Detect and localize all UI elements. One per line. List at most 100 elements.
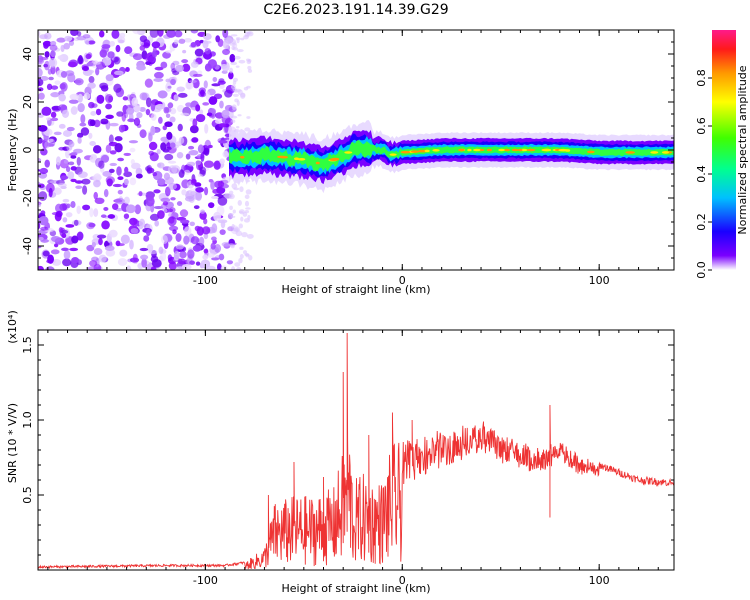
noise-blob	[212, 77, 218, 82]
noise-blob	[176, 151, 184, 159]
ridge-peak	[587, 150, 595, 154]
noise-blob	[154, 66, 164, 71]
noise-blob	[88, 40, 96, 45]
noise-blob	[89, 119, 96, 127]
noise-blob	[75, 180, 83, 184]
noise-blob	[123, 213, 130, 219]
noise-blob	[247, 65, 252, 70]
noise-blob	[38, 168, 41, 172]
noise-blob	[108, 229, 118, 238]
noise-blob	[241, 231, 248, 238]
noise-blob	[28, 119, 37, 126]
noise-blob	[169, 207, 176, 213]
noise-blob	[50, 235, 61, 243]
ridge-peak	[625, 151, 636, 154]
noise-blob	[181, 189, 187, 196]
spectrogram-y-label: Frequency (Hz)	[6, 109, 19, 192]
noise-blob	[167, 165, 178, 175]
noise-blob	[246, 233, 254, 239]
noise-blob	[91, 241, 96, 248]
noise-blob	[167, 102, 174, 109]
noise-blob	[61, 109, 70, 119]
spectrogram-noise	[26, 30, 254, 270]
snr-ticks: -100 0 100 0.5 1.0 1.5	[21, 330, 674, 587]
noise-blob	[167, 254, 173, 262]
noise-blob	[157, 210, 165, 220]
noise-blob	[221, 241, 231, 247]
noise-blob	[93, 179, 101, 188]
noise-blob	[61, 247, 69, 251]
noise-blob	[189, 125, 199, 134]
noise-blob	[87, 82, 96, 89]
noise-blob	[117, 258, 128, 266]
noise-blob	[61, 233, 67, 239]
noise-blob	[216, 205, 225, 216]
spectrogram-ridge	[229, 120, 674, 194]
ridge-layer	[229, 136, 674, 176]
noise-blob	[139, 106, 146, 112]
noise-blob	[117, 189, 123, 195]
noise-blob	[26, 112, 32, 117]
noise-blob	[233, 187, 240, 191]
noise-blob	[125, 265, 132, 270]
noise-blob	[157, 162, 165, 169]
noise-blob	[149, 213, 160, 221]
noise-blob	[126, 107, 135, 115]
noise-blob	[67, 61, 78, 68]
noise-blob	[244, 200, 250, 207]
noise-blob	[107, 214, 116, 219]
noise-blob	[185, 153, 191, 160]
noise-blob	[154, 128, 160, 133]
noise-blob	[83, 92, 91, 100]
noise-blob	[116, 166, 122, 176]
noise-blob	[29, 163, 35, 173]
noise-blob	[170, 197, 176, 201]
noise-blob	[60, 71, 68, 78]
noise-blob	[89, 260, 98, 267]
noise-blob	[100, 85, 109, 92]
noise-blob	[211, 83, 221, 87]
noise-blob	[109, 150, 117, 155]
noise-blob	[145, 196, 155, 207]
noise-blob	[183, 226, 192, 236]
noise-blob	[93, 119, 101, 128]
noise-blob	[85, 40, 90, 45]
noise-blob	[203, 80, 208, 89]
snr-series	[38, 332, 674, 570]
noise-blob	[105, 176, 115, 184]
noise-blob	[108, 168, 115, 173]
noise-blob	[238, 223, 243, 229]
noise-blob	[53, 131, 62, 136]
noise-blob	[202, 254, 209, 260]
noise-blob	[165, 113, 171, 119]
noise-blob	[245, 253, 250, 258]
colorbar-tick-label: 0.8	[695, 69, 708, 87]
noise-blob	[231, 45, 235, 51]
noise-blob	[99, 49, 107, 58]
noise-blob	[233, 227, 241, 232]
ridge-peak	[661, 151, 670, 154]
noise-blob	[104, 245, 115, 252]
noise-blob	[80, 114, 86, 124]
noise-blob	[146, 164, 153, 175]
noise-blob	[79, 122, 87, 127]
noise-blob	[62, 129, 73, 137]
noise-blob	[82, 204, 91, 211]
noise-blob	[164, 186, 171, 197]
noise-blob	[229, 53, 236, 63]
ridge-peak	[424, 149, 430, 153]
noise-blob	[222, 30, 229, 39]
noise-blob	[38, 56, 45, 65]
noise-blob	[154, 220, 160, 227]
ridge-peak	[432, 149, 440, 152]
noise-blob	[65, 149, 70, 159]
colorbar-tick-label: 0.6	[695, 117, 708, 135]
noise-blob	[228, 193, 235, 200]
noise-blob	[75, 185, 83, 189]
noise-blob	[195, 113, 206, 123]
noise-blob	[197, 173, 203, 178]
noise-blob	[38, 183, 45, 189]
noise-blob	[105, 93, 114, 104]
ridge-peak	[473, 148, 481, 152]
noise-blob	[113, 56, 121, 65]
